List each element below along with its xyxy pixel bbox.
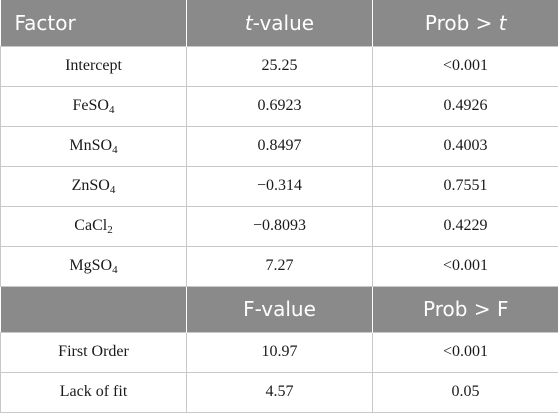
header-row-1: Factor t-value Prob > t bbox=[1, 0, 558, 46]
prob-f-header: Prob > F bbox=[373, 286, 558, 332]
prob-cell: 0.05 bbox=[373, 372, 558, 412]
source-cell: Lack of fit bbox=[1, 372, 187, 412]
t-symbol: t bbox=[245, 11, 253, 35]
t-value-cell: −0.8093 bbox=[187, 206, 373, 246]
table-row: ZnSO4 −0.314 0.7551 bbox=[1, 166, 558, 206]
factor-cell: MnSO4 bbox=[1, 126, 187, 166]
table-row: Lack of fit 4.57 0.05 bbox=[1, 372, 558, 412]
factor-cell: Intercept bbox=[1, 46, 187, 86]
table-row: MgSO4 7.27 <0.001 bbox=[1, 246, 558, 286]
prob-t-header: Prob > t bbox=[373, 0, 558, 46]
factor-cell: FeSO4 bbox=[1, 86, 187, 126]
f-value-header: F-value bbox=[187, 286, 373, 332]
t-value-cell: −0.314 bbox=[187, 166, 373, 206]
table-row: First Order 10.97 <0.001 bbox=[1, 332, 558, 372]
prob-t-prefix: Prob > bbox=[425, 11, 499, 35]
factor-cell: ZnSO4 bbox=[1, 166, 187, 206]
header-row-2: F-value Prob > F bbox=[1, 286, 558, 332]
prob-cell: 0.4926 bbox=[373, 86, 558, 126]
prob-cell: <0.001 bbox=[373, 46, 558, 86]
table-row: FeSO4 0.6923 0.4926 bbox=[1, 86, 558, 126]
prob-cell: 0.4003 bbox=[373, 126, 558, 166]
f-value-cell: 4.57 bbox=[187, 372, 373, 412]
factor-cell: MgSO4 bbox=[1, 246, 187, 286]
t-value-cell: 25.25 bbox=[187, 46, 373, 86]
table-row: Intercept 25.25 <0.001 bbox=[1, 46, 558, 86]
t-value-cell: 7.27 bbox=[187, 246, 373, 286]
source-cell: First Order bbox=[1, 332, 187, 372]
t-value-cell: 0.8497 bbox=[187, 126, 373, 166]
prob-cell: 0.4229 bbox=[373, 206, 558, 246]
prob-cell: <0.001 bbox=[373, 332, 558, 372]
table-row: CaCl2 −0.8093 0.4229 bbox=[1, 206, 558, 246]
t-value-suffix: -value bbox=[253, 11, 314, 35]
prob-cell: 0.7551 bbox=[373, 166, 558, 206]
prob-cell: <0.001 bbox=[373, 246, 558, 286]
factor-cell: CaCl2 bbox=[1, 206, 187, 246]
t-value-cell: 0.6923 bbox=[187, 86, 373, 126]
f-value-cell: 10.97 bbox=[187, 332, 373, 372]
t-value-header: t-value bbox=[187, 0, 373, 46]
table-row: MnSO4 0.8497 0.4003 bbox=[1, 126, 558, 166]
empty-header bbox=[1, 286, 187, 332]
factor-header: Factor bbox=[1, 0, 187, 46]
prob-t-symbol: t bbox=[499, 11, 507, 35]
